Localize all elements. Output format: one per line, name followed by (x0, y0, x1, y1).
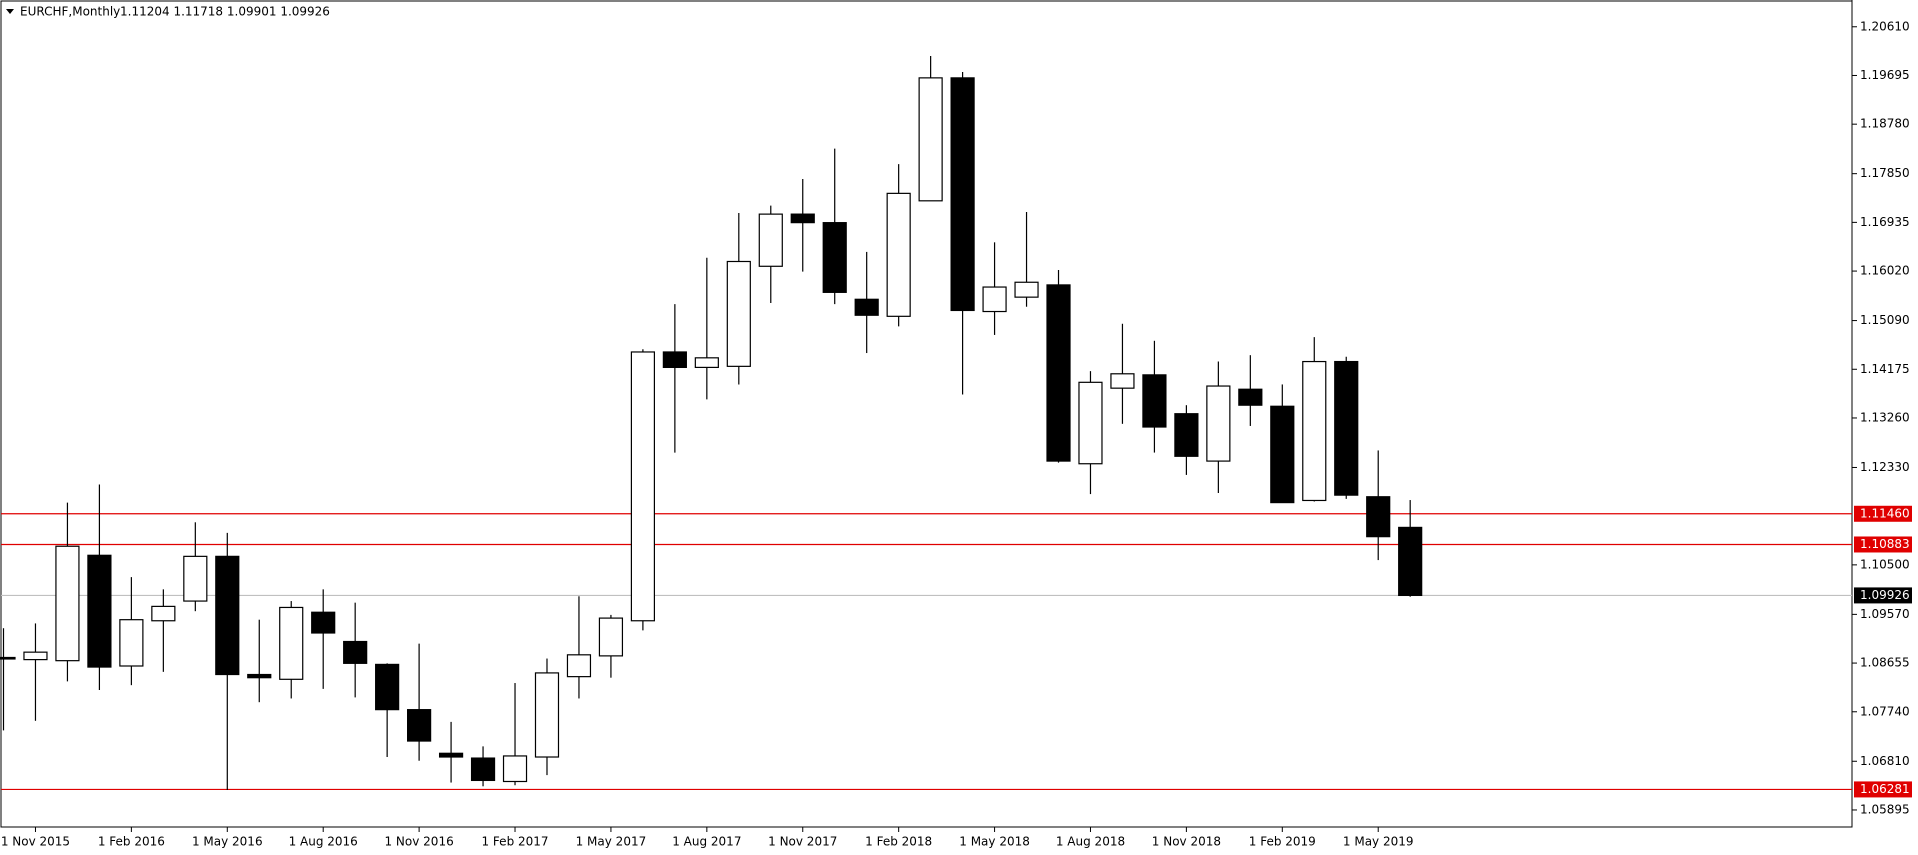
candle-body (0, 656, 16, 660)
x-tick-label: 1 Aug 2017 (672, 835, 741, 849)
candle-body (1046, 284, 1071, 462)
x-tick-label: 1 May 2017 (576, 835, 647, 849)
candle-body (726, 260, 751, 367)
y-tick-label: 1.15090 (1860, 313, 1910, 327)
level-label-bg (1854, 781, 1912, 798)
y-tick-label: 1.07740 (1860, 704, 1910, 718)
x-tick-label: 1 Feb 2018 (865, 835, 932, 849)
level-label: 1.09926 (1860, 588, 1910, 602)
candle-body (1238, 388, 1263, 406)
candle-body (375, 663, 400, 711)
candle-body (407, 709, 432, 742)
y-tick-label: 1.18780 (1860, 117, 1910, 131)
menu-arrow[interactable] (6, 9, 14, 14)
candle-body (1270, 405, 1295, 504)
y-tick-label: 1.16935 (1860, 215, 1910, 229)
candle-body (950, 77, 975, 312)
y-tick-label: 1.20610 (1860, 19, 1910, 33)
x-tick-label: 1 Nov 2017 (768, 835, 837, 849)
candle-body (1366, 496, 1391, 538)
candle-body (662, 351, 687, 369)
x-tick-label: 1 Nov 2016 (384, 835, 453, 849)
y-tick-label: 1.08655 (1860, 656, 1910, 670)
x-tick-label: 1 Aug 2018 (1056, 835, 1125, 849)
candle-body (438, 752, 464, 758)
x-tick-label: 1 May 2018 (959, 835, 1030, 849)
level-label-bg (1854, 587, 1912, 604)
y-tick-label: 1.12330 (1860, 460, 1910, 474)
candle-body (694, 357, 719, 369)
y-tick-label: 1.19695 (1860, 68, 1910, 82)
x-tick-label: 1 Feb 2016 (98, 835, 165, 849)
candle-body (854, 298, 879, 316)
candle-body (566, 654, 592, 678)
candle-body (279, 606, 304, 680)
candle-body (502, 755, 528, 783)
ohlc-label: 1.11204 1.11718 1.09901 1.09926 (120, 5, 330, 19)
x-tick-label: 1 Feb 2017 (481, 835, 548, 849)
candle-body (1078, 381, 1103, 465)
level-label-bg (1854, 536, 1912, 553)
candle-body (470, 757, 496, 782)
candle-body (886, 192, 911, 317)
y-tick-label: 1.05895 (1860, 802, 1910, 816)
candle-body (598, 617, 624, 657)
y-tick-label: 1.10500 (1860, 557, 1910, 571)
candle-body (982, 286, 1007, 313)
candle-body (183, 555, 208, 602)
level-label: 1.10883 (1860, 537, 1910, 551)
candle-body (1302, 360, 1327, 502)
candle-body (55, 545, 80, 662)
candle-body (87, 554, 112, 668)
candle-body (215, 555, 240, 676)
candle-body (758, 213, 783, 267)
y-tick-label: 1.14175 (1860, 362, 1910, 376)
candle-body (247, 673, 272, 679)
candle-body (311, 611, 336, 634)
x-tick-label: 1 Feb 2019 (1249, 835, 1316, 849)
candle-body (790, 213, 815, 224)
level-label: 1.11460 (1860, 506, 1910, 520)
candle-body (822, 222, 847, 293)
candle-body (630, 351, 656, 622)
y-tick-label: 1.17850 (1860, 166, 1910, 180)
y-tick-label: 1.16020 (1860, 264, 1910, 278)
x-tick-label: 1 May 2019 (1343, 835, 1414, 849)
candle-body (918, 77, 943, 202)
candle-body (1110, 373, 1135, 389)
candle-body (1174, 413, 1199, 457)
y-tick-label: 1.06810 (1860, 754, 1910, 768)
x-tick-label: 1 Nov 2018 (1152, 835, 1221, 849)
chart-title: EURCHF,Monthly (20, 5, 120, 19)
candle-body (23, 651, 48, 661)
candle-body (1014, 281, 1039, 298)
x-tick-label: 1 Nov 2015 (1, 835, 70, 849)
candle-body (119, 619, 144, 667)
candle-body (1206, 385, 1231, 462)
x-tick-label: 1 Aug 2016 (289, 835, 358, 849)
x-tick-label: 1 May 2016 (192, 835, 263, 849)
y-tick-label: 1.13260 (1860, 410, 1910, 424)
candle-body (343, 640, 368, 664)
candle-body (534, 672, 560, 758)
candle-body (151, 605, 176, 622)
y-tick-label: 1.09570 (1860, 607, 1910, 621)
level-label: 1.06281 (1860, 782, 1910, 796)
candle-body (1142, 374, 1167, 428)
candle-body (1334, 360, 1359, 496)
level-label-bg (1854, 505, 1912, 522)
candle-body (1398, 526, 1423, 597)
